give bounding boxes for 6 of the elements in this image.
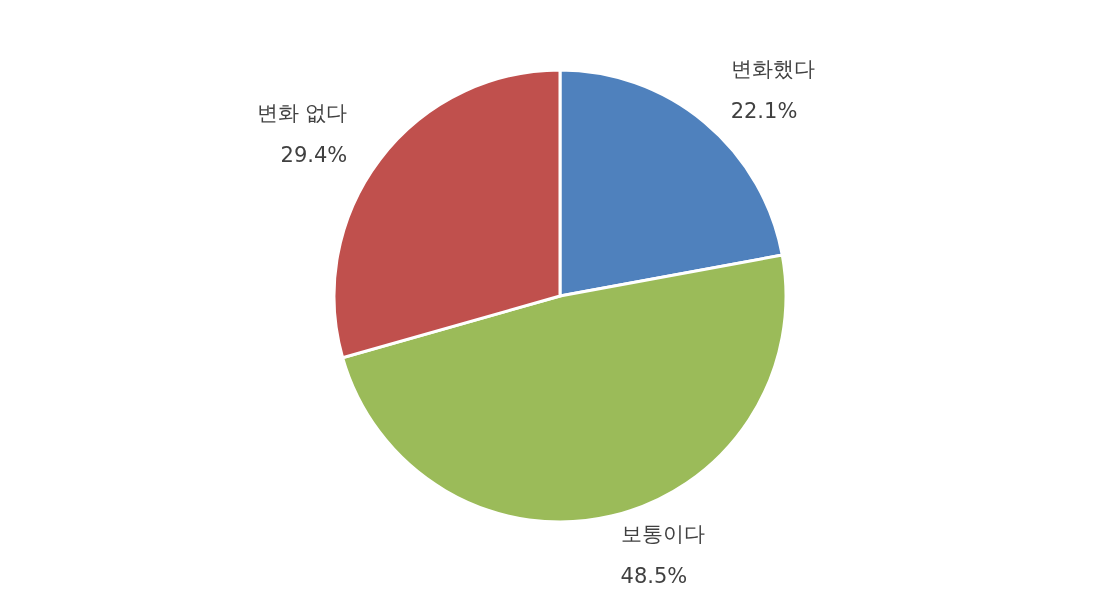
slice-label: 변화 없다 [256,101,348,126]
data-label: 22.1% [730,99,798,124]
slice-label: 변화했다 [730,57,815,82]
data-label: 48.5% [620,563,688,588]
data-label: 29.4% [280,143,348,168]
slice-label: 보통이다 [620,521,705,546]
